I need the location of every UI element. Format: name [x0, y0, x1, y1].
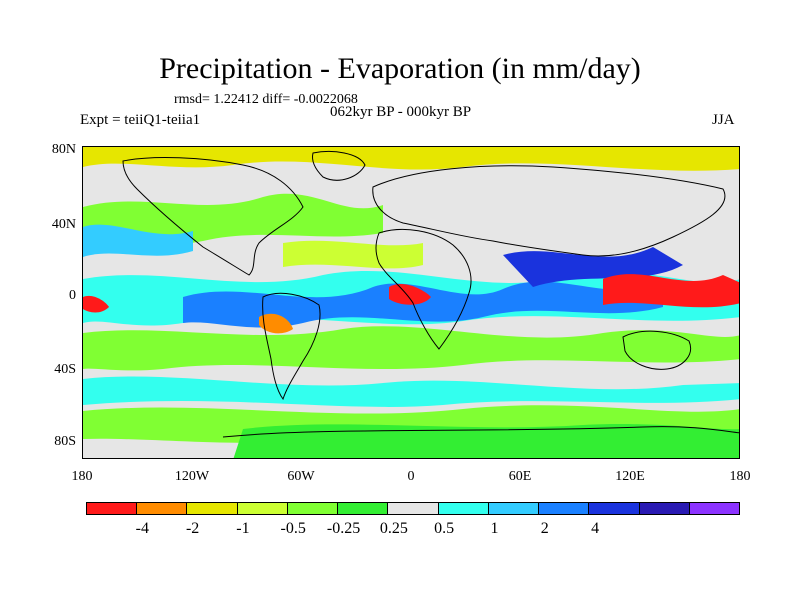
- lon-tick-label: 60E: [508, 469, 532, 484]
- season-label: JJA: [712, 112, 735, 128]
- colorbar-label: 0.5: [434, 520, 455, 537]
- lat-tick-label: 40S: [54, 362, 76, 377]
- field-amazon-orange: [259, 313, 293, 334]
- coast-north-america: [122, 157, 304, 276]
- colorbar-box: [237, 503, 288, 514]
- coastlines: [122, 151, 739, 438]
- field-indian-ocean-darkblue: [503, 247, 683, 287]
- colorbar-box: [639, 503, 690, 514]
- stats-label: rmsd= 1.22412 diff= -0.0022068: [174, 92, 358, 107]
- coast-antarctica: [222, 426, 739, 438]
- field-band-south-cyan: [83, 376, 739, 407]
- colorbar-box: [689, 503, 740, 514]
- colorbar-label: 1: [490, 520, 499, 537]
- lon-tick-label: 120E: [615, 469, 645, 484]
- colorbar-box: [539, 503, 590, 514]
- field-atlantic-yellow: [283, 240, 423, 269]
- lat-tick-label: 0: [69, 288, 76, 303]
- colorbar-box: [87, 503, 138, 514]
- field-band-south-green: [83, 326, 739, 371]
- plot-subtitle: 062kyr BP - 000kyr BP: [330, 104, 472, 120]
- field-itcz-blue: [183, 281, 663, 328]
- colorbar-label: -0.25: [326, 520, 361, 537]
- field-arctic-yellow: [83, 147, 739, 171]
- colorbar-label: -0.5: [280, 520, 306, 537]
- colorbar: [86, 502, 740, 515]
- experiment-label: Expt = teiiQ1-teiia1: [80, 112, 201, 128]
- anomaly-map: [83, 147, 739, 458]
- lon-tick-label: 60W: [287, 469, 315, 484]
- colorbar-box: [589, 503, 640, 514]
- lon-tick-label: 0: [407, 469, 415, 484]
- colorbar-box: [137, 503, 188, 514]
- coast-greenland: [312, 151, 366, 181]
- colorbar-box: [488, 503, 540, 514]
- colorbar-label: 4: [591, 520, 600, 537]
- lon-tick-label: 120W: [174, 469, 210, 484]
- colorbar-label: 0.25: [379, 520, 408, 537]
- colorbar-box: [388, 503, 439, 514]
- coast-eurasia: [372, 165, 726, 257]
- field-north-pacific-cyan: [83, 224, 193, 257]
- map-panel: [82, 146, 740, 459]
- coast-south-america: [262, 292, 321, 401]
- field-warm-pool-red: [603, 274, 739, 308]
- field-north-green: [83, 193, 383, 245]
- antarctica-green: [233, 424, 739, 458]
- plot-title: Precipitation - Evaporation (in mm/day): [159, 52, 641, 85]
- colorbar-box: [187, 503, 238, 514]
- lon-tick-label: 180: [71, 469, 93, 484]
- coast-australia: [622, 330, 691, 370]
- colorbar-box: [287, 503, 339, 514]
- colorbar-label: -2: [185, 520, 200, 537]
- lat-tick-label: 40N: [51, 217, 76, 232]
- field-pacific-red: [83, 295, 109, 313]
- colorbar-label: -4: [135, 520, 149, 537]
- field-west-africa-red: [389, 284, 431, 305]
- coast-africa: [375, 228, 472, 350]
- lat-tick-label: 80S: [54, 434, 76, 449]
- colorbar-box: [438, 503, 489, 514]
- lat-tick-label: 80N: [51, 142, 76, 157]
- lon-tick-label: 180: [729, 469, 751, 484]
- colorbar-box: [338, 503, 389, 514]
- colorbar-label: 2: [540, 520, 549, 537]
- colorbar-label: -1: [236, 520, 250, 537]
